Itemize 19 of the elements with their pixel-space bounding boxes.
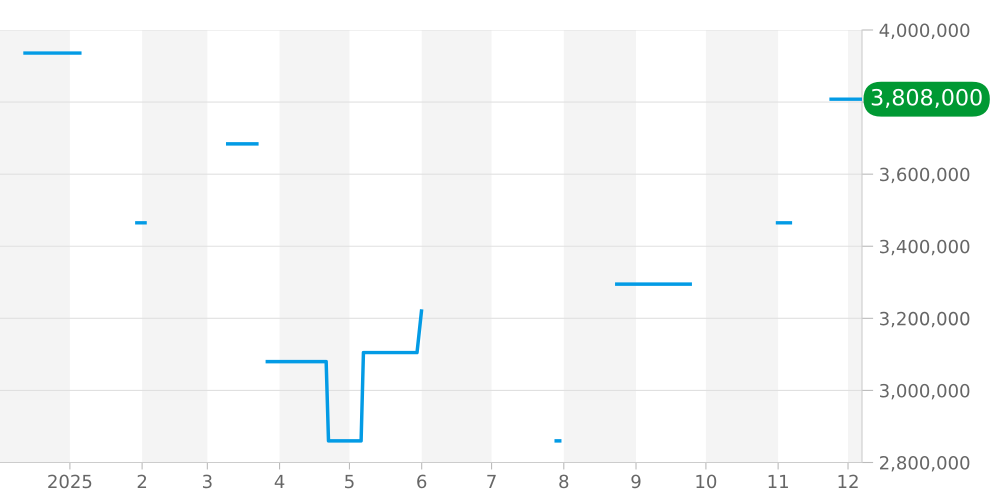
x-tick-label: 8 xyxy=(559,474,568,488)
y-tick-label: 3,200,000 xyxy=(880,312,970,328)
x-tick-label: 12 xyxy=(838,474,858,488)
x-tick-label: 6 xyxy=(417,474,426,488)
x-tick-label: 4 xyxy=(274,474,284,488)
y-tick-label: 3,000,000 xyxy=(880,384,970,400)
annotation: 3,808,000 xyxy=(872,88,982,108)
x-tick-label: 2 xyxy=(138,474,146,488)
y-tick-label: 2,800,000 xyxy=(880,456,970,472)
x-tick-label: 11 xyxy=(768,474,788,488)
y-tick-label: 4,000,000 xyxy=(880,23,970,39)
x-tick-label: 10 xyxy=(696,474,716,488)
y-tick-label: 3,600,000 xyxy=(880,168,970,184)
x-tick-label: 7 xyxy=(487,474,496,488)
y-tick-label: 3,400,000 xyxy=(880,240,970,256)
x-tick-label: 9 xyxy=(631,474,640,488)
x-tick-label: 3 xyxy=(202,474,212,488)
x-tick-label: 5 xyxy=(345,474,354,488)
x-tick-label: 2025 xyxy=(48,474,92,488)
